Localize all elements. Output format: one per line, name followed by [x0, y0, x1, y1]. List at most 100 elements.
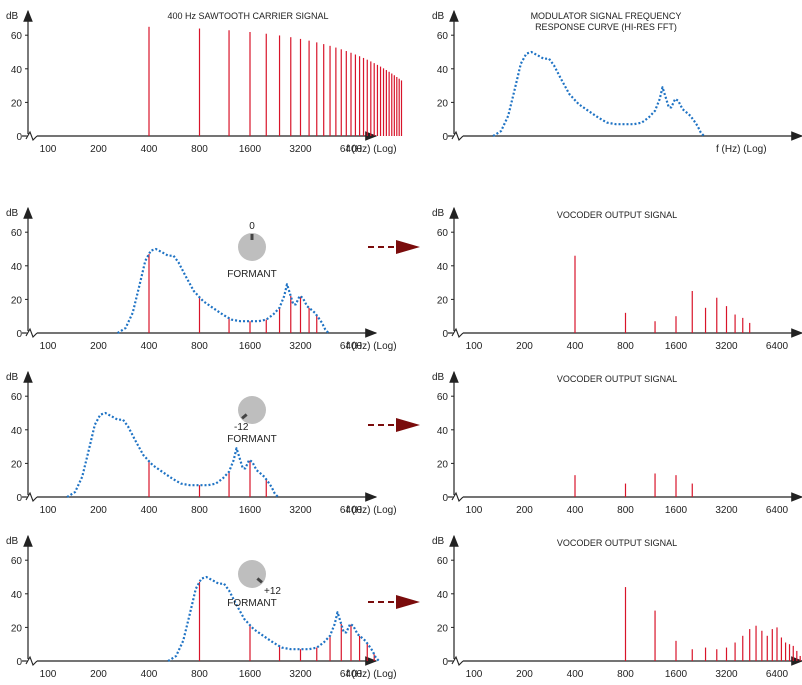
x-tick-label: 1600: [239, 505, 262, 516]
response-curve: [492, 50, 705, 137]
response-curve: [167, 575, 380, 662]
x-tick-label: 400: [567, 505, 584, 516]
y-tick-label: 0: [442, 493, 448, 504]
flow-arrow-row2: [368, 418, 420, 432]
y-tick-label: 40: [437, 262, 449, 273]
x-axis-unit-label: f (Hz) (Log): [346, 505, 397, 516]
y-axis-unit-label: dB: [6, 536, 19, 547]
flow-arrow-row1: [368, 240, 420, 254]
y-axis-unit-label: dB: [6, 372, 19, 383]
y-tick-label: 20: [11, 623, 23, 634]
x-tick-label: 1600: [665, 669, 688, 680]
panel-title: MODULATOR SIGNAL FREQUENCY: [531, 11, 682, 21]
y-axis-unit-label: dB: [432, 372, 445, 383]
y-tick-label: 60: [437, 556, 449, 567]
x-tick-label: 100: [40, 144, 57, 155]
x-tick-label: 400: [141, 144, 158, 155]
x-tick-label: 3200: [289, 669, 312, 680]
knob-pointer: [256, 577, 263, 584]
x-tick-label: 200: [90, 505, 107, 516]
y-axis-unit-label: dB: [432, 536, 445, 547]
panel-title: VOCODER OUTPUT SIGNAL: [557, 374, 677, 384]
y-tick-label: 20: [437, 623, 449, 634]
y-tick-label: 40: [437, 426, 449, 437]
formant-minus12-output-panel: dB 0 20 40 60 100 200 400 800 1600 3200 6400 VOCODER…: [432, 370, 802, 516]
panel-title: VOCODER OUTPUT SIGNAL: [557, 210, 677, 220]
x-tick-label: 200: [516, 669, 533, 680]
y-tick-label: 0: [442, 132, 448, 143]
y-tick-label: 60: [11, 556, 23, 567]
y-tick-label: 40: [11, 262, 23, 273]
x-tick-label: 6400: [340, 505, 363, 516]
x-tick-label: 800: [191, 669, 208, 680]
x-tick-label: 400: [567, 341, 584, 352]
x-tick-label: 200: [516, 341, 533, 352]
knob-pointer: [241, 413, 248, 420]
y-tick-label: 20: [11, 98, 23, 109]
x-axis-unit-label: f (Hz) (Log): [716, 144, 767, 155]
y-tick-label: 20: [437, 295, 449, 306]
y-axis-unit-label: dB: [6, 11, 19, 22]
x-tick-label: 6400: [340, 669, 363, 680]
y-tick-label: 60: [11, 228, 23, 239]
y-tick-label: 40: [11, 590, 23, 601]
y-tick-label: 40: [11, 65, 23, 76]
formant-knob: 0 FORMANT: [227, 221, 276, 280]
x-tick-label: 3200: [715, 341, 738, 352]
flow-arrow-row3: [368, 595, 420, 609]
x-tick-label: 400: [141, 669, 158, 680]
x-tick-label: 100: [466, 505, 483, 516]
y-tick-label: 40: [11, 426, 23, 437]
formant-0-output-panel: dB 0 20 40 60 100 200 400 800 1600 3200 6400 VOCODER…: [432, 206, 802, 352]
y-tick-label: 60: [11, 392, 23, 403]
x-tick-label: 800: [191, 505, 208, 516]
x-tick-label: 3200: [289, 341, 312, 352]
y-tick-label: 0: [16, 132, 22, 143]
formant-plus12-output-panel: dB 0 20 40 60 100 200 400 800 1600 3200 6400 VOCODER…: [432, 534, 802, 680]
y-tick-label: 60: [437, 228, 449, 239]
y-tick-label: 0: [16, 493, 22, 504]
y-tick-label: 60: [437, 392, 449, 403]
y-tick-label: 0: [16, 329, 22, 340]
y-tick-label: 20: [11, 459, 23, 470]
x-tick-label: 3200: [289, 144, 312, 155]
y-tick-label: 20: [11, 295, 23, 306]
x-tick-label: 6400: [766, 505, 789, 516]
x-tick-label: 800: [617, 669, 634, 680]
x-axis-unit-label: f (Hz) (Log): [346, 144, 397, 155]
formant-label: FORMANT: [227, 598, 276, 609]
x-tick-label: 100: [466, 341, 483, 352]
x-tick-label: 200: [90, 669, 107, 680]
y-tick-label: 20: [437, 98, 449, 109]
x-tick-label: 400: [141, 505, 158, 516]
formant-value-label: -12: [234, 422, 249, 433]
x-tick-label: 200: [90, 144, 107, 155]
x-tick-label: 200: [90, 341, 107, 352]
y-axis-unit-label: dB: [6, 208, 19, 219]
knob-dial: [238, 233, 266, 261]
x-tick-label: 1600: [239, 341, 262, 352]
panel-title: RESPONSE CURVE (HI-RES FFT): [535, 22, 677, 32]
y-axis-unit-label: dB: [432, 11, 445, 22]
modulator-response-panel: dB 0 20 40 60 f (Hz) (Log) MODULATOR SIGNAL FR…: [432, 9, 802, 155]
x-tick-label: 100: [40, 341, 57, 352]
formant-value-label: +12: [264, 586, 281, 597]
x-tick-label: 1600: [239, 144, 262, 155]
x-tick-label: 100: [40, 669, 57, 680]
y-axis-unit-label: dB: [432, 208, 445, 219]
panel-title: VOCODER OUTPUT SIGNAL: [557, 538, 677, 548]
y-tick-label: 0: [442, 329, 448, 340]
formant-label: FORMANT: [227, 434, 276, 445]
x-tick-label: 1600: [665, 505, 688, 516]
formant-label: FORMANT: [227, 269, 276, 280]
x-tick-label: 3200: [289, 505, 312, 516]
x-tick-label: 200: [516, 505, 533, 516]
panel-title: 400 Hz SAWTOOTH CARRIER SIGNAL: [167, 11, 328, 21]
knob-dial: [238, 560, 266, 588]
